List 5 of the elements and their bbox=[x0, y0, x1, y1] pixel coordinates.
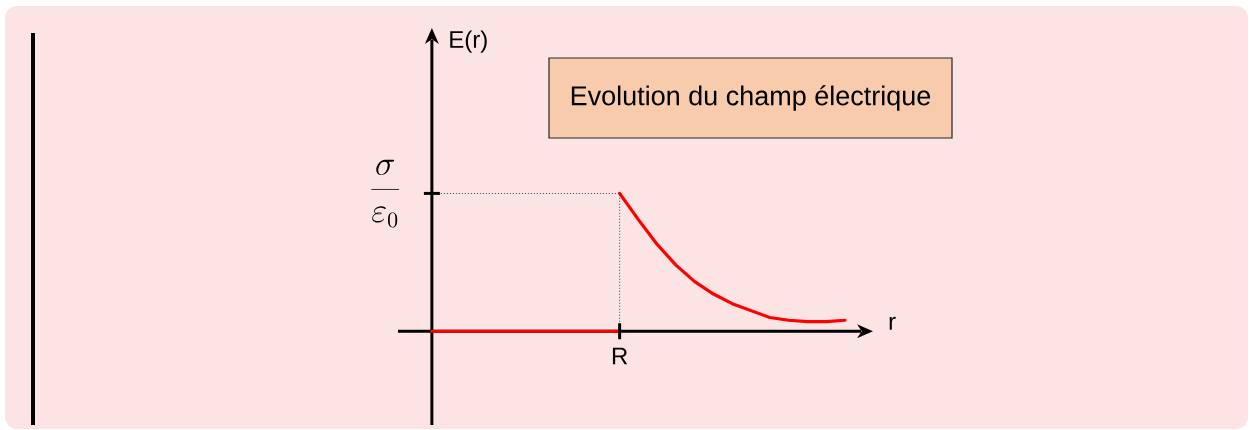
chart-title: Evolution du champ électrique bbox=[571, 85, 931, 111]
annotation: R bbox=[612, 347, 628, 365]
x-axis-title: r bbox=[889, 316, 896, 330]
text: E(r) bbox=[450, 30, 487, 53]
text: $\frac{\sigma}{\varepsilon_0}$ bbox=[371, 159, 400, 228]
